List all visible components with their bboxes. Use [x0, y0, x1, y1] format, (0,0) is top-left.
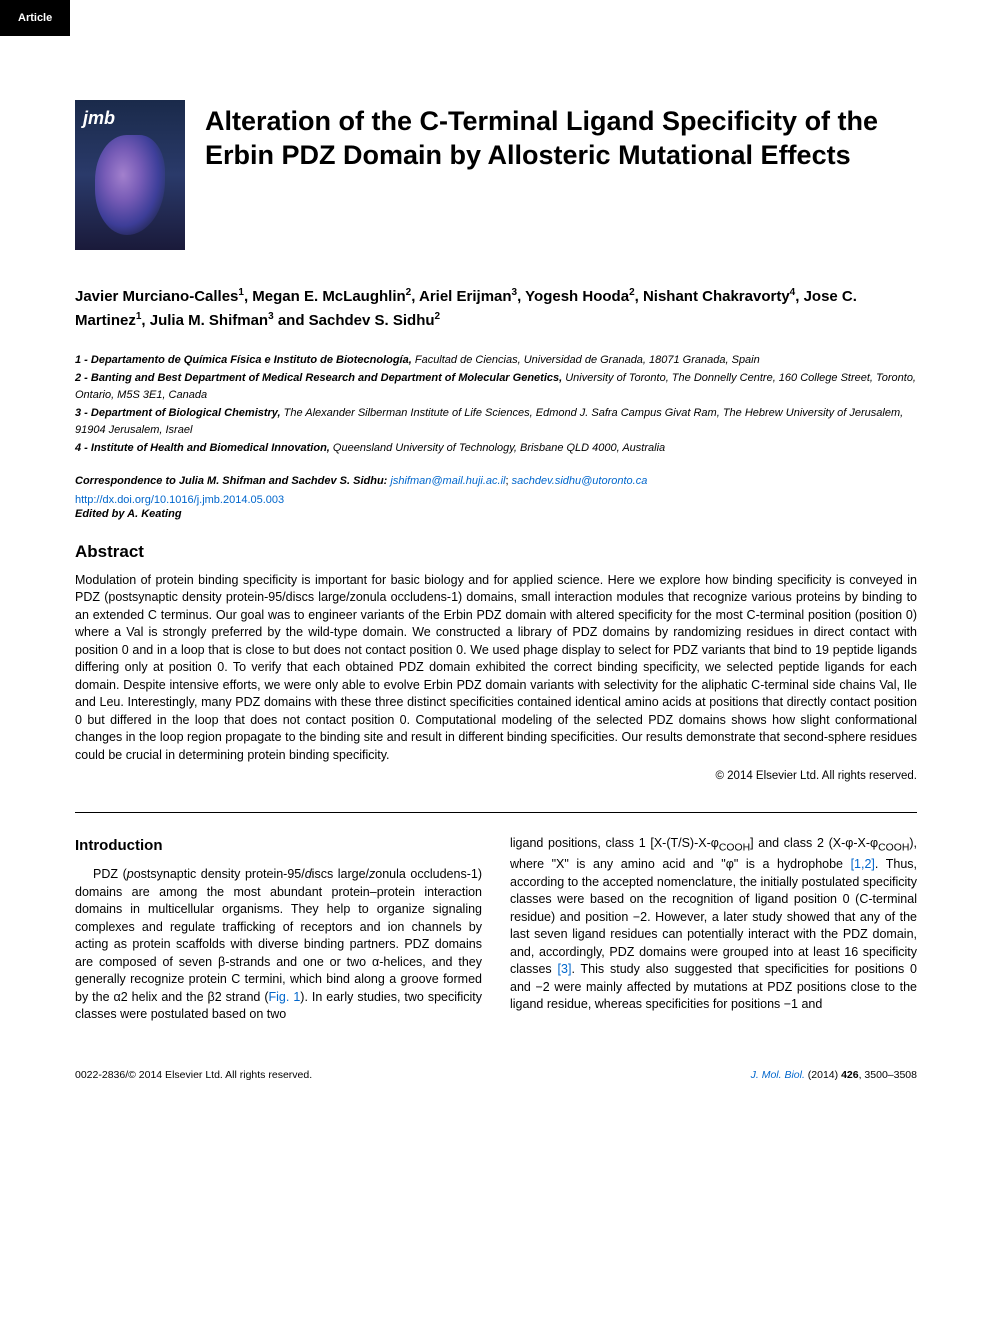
affiliation-1: 1 - Departamento de Química Física e Ins… [75, 352, 917, 369]
affiliation-2: 2 - Banting and Best Department of Medic… [75, 370, 917, 404]
introduction-heading: Introduction [75, 835, 482, 856]
footer-citation: J. Mol. Biol. (2014) 426, 3500–3508 [751, 1069, 917, 1081]
journal-cover-thumbnail: jmb [75, 100, 185, 250]
affiliation-3: 3 - Department of Biological Chemistry, … [75, 405, 917, 439]
introduction-paragraph-1: PDZ (postsynaptic density protein-95/dis… [75, 866, 482, 1024]
column-left: Introduction PDZ (postsynaptic density p… [75, 835, 482, 1024]
footer-pages: , 3500–3508 [859, 1069, 917, 1081]
article-title: Alteration of the C-Terminal Ligand Spec… [205, 100, 917, 250]
article-badge: Article [0, 0, 70, 36]
journal-label: jmb [83, 108, 115, 129]
edited-by: Edited by A. Keating [75, 508, 917, 520]
correspondence: Correspondence to Julia M. Shifman and S… [75, 473, 917, 490]
abstract-heading: Abstract [75, 542, 917, 562]
footer-copyright: 0022-2836/© 2014 Elsevier Ltd. All right… [75, 1069, 312, 1081]
correspondence-label: Correspondence to Julia M. Shifman and S… [75, 475, 387, 487]
affiliation-4: 4 - Institute of Health and Biomedical I… [75, 440, 917, 457]
page-content: jmb Alteration of the C-Terminal Ligand … [0, 0, 992, 1121]
correspondence-email-1[interactable]: jshifman@mail.huji.ac.il [390, 475, 505, 487]
column-right: ligand positions, class 1 [X-(T/S)-X-φCO… [510, 835, 917, 1024]
introduction-paragraph-2: ligand positions, class 1 [X-(T/S)-X-φCO… [510, 835, 917, 1014]
footer-year: (2014) [805, 1069, 841, 1081]
header-row: jmb Alteration of the C-Terminal Ligand … [75, 100, 917, 250]
correspondence-email-2[interactable]: sachdev.sidhu@utoronto.ca [512, 475, 648, 487]
doi-link[interactable]: http://dx.doi.org/10.1016/j.jmb.2014.05.… [75, 494, 917, 506]
affiliations: 1 - Departamento de Química Física e Ins… [75, 352, 917, 457]
body-columns: Introduction PDZ (postsynaptic density p… [75, 835, 917, 1024]
copyright: © 2014 Elsevier Ltd. All rights reserved… [75, 770, 917, 782]
page-footer: 0022-2836/© 2014 Elsevier Ltd. All right… [75, 1059, 917, 1081]
footer-journal: J. Mol. Biol. [751, 1069, 805, 1081]
abstract-text: Modulation of protein binding specificit… [75, 572, 917, 765]
footer-volume: 426 [841, 1069, 859, 1081]
molecule-graphic [95, 135, 165, 235]
author-list: Javier Murciano-Calles1, Megan E. McLaug… [75, 285, 917, 332]
section-divider [75, 812, 917, 813]
